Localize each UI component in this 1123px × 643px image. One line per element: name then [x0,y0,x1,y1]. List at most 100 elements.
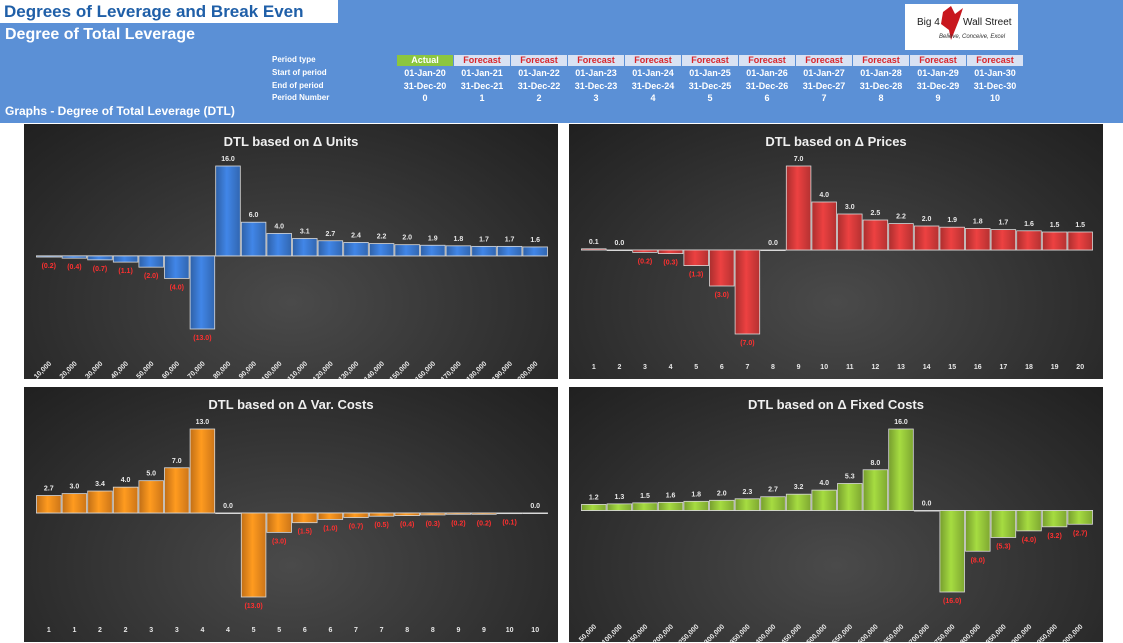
data-label: 1.2 [589,494,599,501]
tick-label: 40,000 [110,360,130,379]
data-label: 3.4 [95,481,105,488]
chart-bar [683,249,709,267]
chart-bar [1016,510,1042,532]
chart-bar [496,245,523,257]
period-number-cell: 8 [878,93,884,103]
period-type-cell: Forecast [682,55,738,66]
period-end-cell: 31-Dec-22 [517,81,561,91]
data-label: (0.4) [400,522,414,529]
data-label: (7.0) [740,340,754,347]
period-type-cell: Forecast [796,55,852,66]
tick-label: 190,000 [491,360,514,379]
tick-label: 160,000 [414,360,437,379]
data-label: (4.0) [170,284,184,291]
period-start-cell: 01-Jan-26 [746,68,788,78]
data-label: 3.0 [845,204,855,211]
chart-bar [36,495,62,514]
chart-bar [189,428,216,514]
data-label: (13.0) [244,603,262,610]
period-end-cell: 31-Dec-26 [745,81,789,91]
data-label: 13.0 [196,419,210,426]
chart-bar [581,248,607,251]
chart-bar [164,255,190,279]
chart-panel-prices: DTL based on Δ Prices 0.1 1 0.0 2 (0.2) 3 (0.3… [569,124,1103,379]
tick-label: 12 [872,364,880,371]
tick-label: 550,000 [831,623,854,642]
tick-label: 7 [745,364,749,371]
data-label: (1.1) [118,268,132,275]
data-label: 4.0 [121,477,131,484]
data-label: 2.7 [326,231,336,238]
data-label: (0.2) [638,258,652,265]
chart-bar [734,249,761,335]
data-label: 1.8 [454,236,464,243]
period-type-cell: Forecast [910,55,966,66]
data-label: 3.2 [794,484,804,491]
data-label: 1.3 [615,494,625,501]
data-label: 1.5 [1050,222,1060,229]
data-label: 7.0 [172,458,182,465]
period-number-cell: 3 [593,93,599,103]
tick-label: 2 [124,627,128,634]
data-label: 1.5 [1075,222,1085,229]
period-number-label: Period Number [272,93,330,102]
tick-label: 300,000 [703,623,726,642]
tick-label: 700,000 [908,623,931,642]
chart-bar [965,228,991,251]
logo-tagline: Believe, Conceive, Excel [939,34,1006,40]
chart-bar [420,512,446,516]
period-start-cell: 01-Jan-20 [404,68,446,78]
chart-bar [888,223,914,251]
period-start-cell: 01-Jan-25 [689,68,731,78]
tick-label: 4 [669,364,673,371]
tick-label: 17 [1000,364,1008,371]
chart-bar [522,246,548,257]
chart-bar [1041,510,1068,528]
chart-bar [785,165,812,251]
period-end-cell: 31-Dec-20 [403,81,447,91]
logo-text-left: Big 4 [917,17,940,28]
chart-bar [292,512,318,524]
chart-bar [632,502,658,511]
chart-bar [837,213,863,251]
chart-bar [215,512,241,515]
period-number-cell: 6 [764,93,770,103]
tick-label: 1 [72,627,76,634]
data-label: (1.0) [323,525,337,532]
data-label: (2.7) [1073,530,1087,537]
chart-bar [1016,230,1042,251]
chart-bar [1041,231,1068,251]
chart-bar [445,245,472,257]
chart-bar [606,503,633,511]
header-band: Degrees of Leverage and Break Even Degre… [0,0,1123,120]
period-number-cell: 1 [479,93,485,103]
data-label: 0.0 [223,503,233,510]
tick-label: 1 [592,364,596,371]
chart-bar [990,510,1017,538]
tick-label: 130,000 [338,360,361,379]
tick-label: 3 [175,627,179,634]
tick-label: 6 [720,364,724,371]
chart-bar [734,498,761,511]
tick-label: 20,000 [59,360,79,379]
data-label: (0.1) [502,520,516,527]
chart-bar [913,225,940,251]
chart-bar [632,249,658,253]
chart-var-costs-svg: 2.713.013.424.025.037.0313.040.04(13.0)5… [36,419,548,634]
chart-bar [990,229,1017,251]
chart-bar [939,510,965,593]
tick-label: 9 [456,627,460,634]
tick-label: 150,000 [627,623,650,642]
chart-bar [709,249,735,287]
chart-bar [343,242,369,257]
chart-bar [87,255,113,261]
period-start-cell: 01-Jan-22 [518,68,560,78]
tick-label: 90,000 [238,360,258,379]
section-title: Graphs - Degree of Total Leverage (DTL) [5,104,235,118]
tick-label: 650,000 [883,623,906,642]
data-label: 1.9 [428,235,438,242]
data-label: 6.0 [249,212,259,219]
tick-label: 8 [771,364,775,371]
tick-label: 200,000 [517,360,540,379]
period-end-cell: 31-Dec-28 [859,81,903,91]
